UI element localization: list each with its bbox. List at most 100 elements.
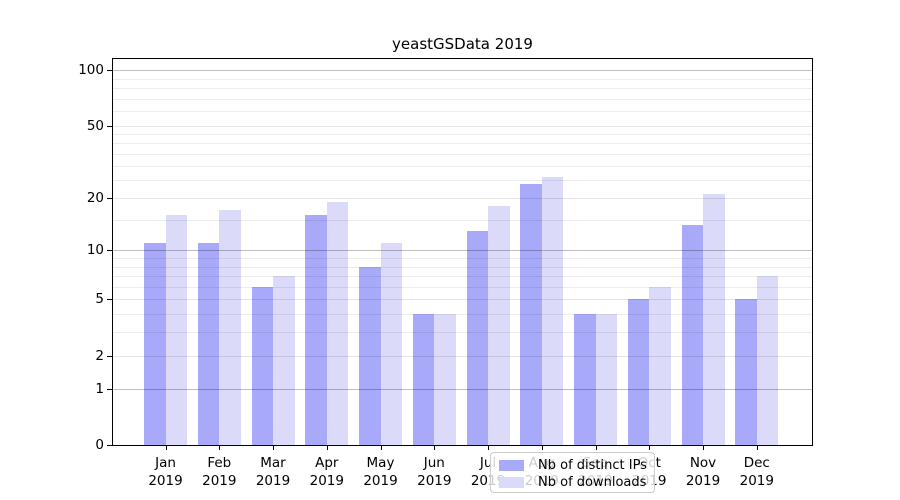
x-tick-label-may: May 2019 [353, 454, 409, 490]
x-tick-label-mar: Mar 2019 [245, 454, 301, 490]
bar-aug-distinct-ips [520, 183, 542, 445]
y-tick-label-100: 100 [78, 62, 104, 78]
gridline-60 [113, 111, 812, 112]
x-tick-label-month: Jan [155, 455, 176, 471]
bar-apr-downloads [326, 201, 349, 445]
gridline-8 [113, 266, 812, 268]
x-tick-label-nov: Nov 2019 [675, 454, 731, 490]
y-tick-label-50: 50 [86, 117, 104, 134]
y-tick-label-1: 1 [95, 380, 104, 397]
x-tick-may [380, 445, 382, 450]
x-tick-jul [488, 445, 489, 450]
bar-nov-distinct-ips [681, 225, 703, 445]
gridline-80 [113, 87, 812, 89]
gridline-4 [113, 314, 812, 316]
x-tick-dec [756, 445, 758, 450]
bar-nov-downloads [703, 193, 725, 445]
y-tick-label-2: 2 [95, 347, 104, 364]
x-tick-label-feb: Feb 2019 [191, 454, 247, 490]
gridline-1 [113, 388, 812, 390]
x-tick-jan [165, 445, 167, 450]
bar-oct-downloads [649, 286, 671, 445]
x-tick-label-month: Feb [207, 455, 232, 471]
x-tick-label-year: 2019 [202, 473, 237, 489]
bar-jun-distinct-ips [412, 314, 435, 445]
gridline-5 [113, 299, 812, 301]
bar-jul-distinct-ips [466, 230, 488, 445]
x-tick-label-apr: Apr 2019 [299, 454, 355, 490]
bar-dec-downloads [756, 276, 779, 445]
gridline-9 [113, 257, 812, 259]
x-tick-label-month: Mar [260, 455, 286, 471]
x-tick-label-month: Nov [689, 455, 717, 471]
x-tick-feb [219, 445, 221, 450]
bar-sep-downloads [595, 314, 617, 445]
bar-feb-downloads [219, 210, 241, 445]
x-tick-mar [273, 445, 274, 450]
x-tick-sep [595, 445, 597, 450]
legend: Nb of distinct IPs Nb of downloads [490, 452, 655, 493]
plot-area: Nb of distinct IPs Nb of downloads [113, 59, 812, 493]
x-tick-label-jan: Jan 2019 [138, 454, 194, 490]
y-tick-label-0: 0 [95, 437, 104, 453]
x-tick-aug [541, 445, 543, 450]
bar-apr-distinct-ips [305, 214, 327, 445]
x-tick-oct [649, 445, 651, 450]
x-tick-label-month: Jun [423, 455, 445, 471]
bar-may-downloads [380, 243, 402, 445]
legend-swatch-downloads [499, 477, 524, 488]
y-tick-label-5: 5 [95, 291, 104, 308]
x-tick-label-dec: Dec 2019 [729, 454, 785, 490]
y-tick-5 [107, 299, 112, 301]
chart-title: yeastGSData 2019 [392, 35, 533, 53]
legend-label-distinct-ips: Nb of distinct IPs [538, 457, 647, 473]
x-tick-label-year: 2019 [255, 473, 291, 489]
y-tick-label-10: 10 [86, 242, 104, 259]
x-tick-label-jun: Jun 2019 [406, 454, 462, 490]
bar-jul-downloads [488, 205, 510, 445]
x-tick-label-month: May [366, 455, 395, 471]
x-tick-label-year: 2019 [148, 473, 183, 489]
x-tick-label-year: 2019 [739, 473, 774, 489]
y-tick-0 [107, 445, 112, 446]
y-tick-100 [107, 70, 112, 71]
gridline-30 [113, 166, 812, 167]
gridline-2 [113, 355, 812, 357]
gridline-90 [113, 78, 812, 80]
bar-mar-downloads [273, 276, 295, 445]
y-tick-20 [107, 197, 112, 199]
gridline-100 [113, 70, 812, 71]
bar-oct-distinct-ips [627, 299, 650, 445]
gridline-6 [113, 286, 812, 288]
gridline-70 [113, 98, 812, 100]
x-tick-label-year: 2019 [309, 473, 344, 489]
gridline-10 [113, 250, 812, 252]
x-tick-apr [326, 445, 328, 450]
bar-feb-distinct-ips [197, 243, 220, 445]
y-tick-label-20: 20 [86, 189, 104, 206]
y-tick-10 [107, 250, 112, 252]
legend-swatch-distinct-ips [499, 460, 524, 471]
bar-aug-downloads [541, 177, 564, 445]
legend-item-downloads: Nb of downloads [499, 474, 654, 491]
gridline-35 [113, 153, 812, 155]
x-tick-label-year: 2019 [417, 473, 452, 489]
bar-jan-distinct-ips [144, 243, 166, 445]
x-tick-nov [703, 445, 704, 450]
y-tick-50 [107, 125, 112, 127]
gridline-40 [113, 143, 812, 145]
gridline-3 [113, 332, 812, 334]
x-tick-label-month: Apr [315, 455, 339, 471]
bar-dec-distinct-ips [735, 299, 757, 445]
legend-item-distinct-ips: Nb of distinct IPs [499, 457, 654, 474]
gridline-45 [113, 133, 812, 135]
bar-jan-downloads [165, 214, 187, 445]
bar-sep-distinct-ips [574, 314, 596, 445]
x-tick-label-month: Dec [743, 455, 770, 471]
bar-mar-distinct-ips [251, 286, 273, 445]
x-tick-label-year: 2019 [685, 473, 721, 489]
x-tick-jun [434, 445, 436, 450]
gridline-15 [113, 219, 812, 221]
bar-may-distinct-ips [359, 266, 381, 445]
x-tick-label-year: 2019 [363, 473, 398, 489]
